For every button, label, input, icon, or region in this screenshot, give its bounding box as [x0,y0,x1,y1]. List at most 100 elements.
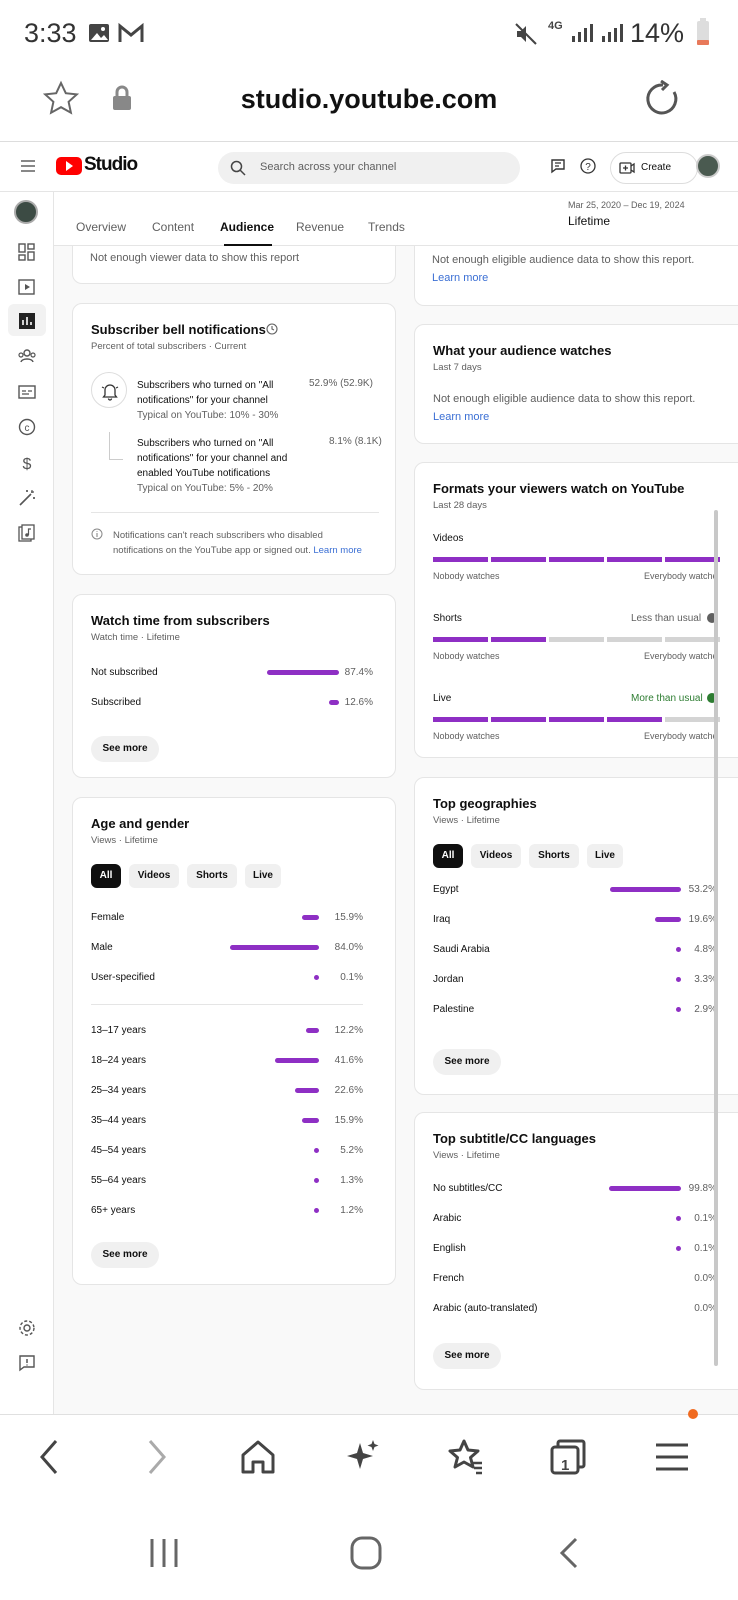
format-segment [549,717,604,722]
bar [610,887,681,892]
menu-icon[interactable] [652,1437,692,1477]
see-more-button[interactable]: See more [433,1049,501,1075]
youtube-logo-icon[interactable] [56,156,82,176]
info-icon [91,528,103,540]
tab-revenue[interactable]: Revenue [296,220,345,234]
notification-dot [688,1409,698,1419]
card-title: Age and gender [91,816,190,831]
bar-dot [676,947,681,952]
studio-logo-text[interactable]: Studio [84,154,138,175]
bell-row1-typical: Typical on YouTube: 10% - 30% [137,410,279,421]
tab-trends[interactable]: Trends [368,220,405,234]
learn-more-link[interactable]: Learn more [432,272,489,284]
row-value: 2.9% [694,1004,717,1015]
format-segment [607,637,662,642]
note-line2: notifications on the YouTube app or sign… [113,545,311,556]
lock-icon[interactable] [110,84,134,112]
bookmark-star-icon[interactable] [42,80,80,118]
copyright-icon[interactable]: c [17,417,37,437]
row-value: 1.2% [340,1205,363,1216]
filter-shorts[interactable]: Shorts [187,864,237,888]
filter-all[interactable]: All [433,844,463,868]
scale-high-label: Everybody watche [644,731,718,741]
reload-icon[interactable] [644,80,682,118]
dashboard-icon[interactable] [17,242,37,262]
format-segment [433,557,488,562]
menu-icon[interactable] [20,158,36,174]
forward-icon[interactable] [136,1437,176,1477]
svg-text:?: ? [585,162,591,173]
bar-dot [676,977,681,982]
scrollbar[interactable] [714,510,718,1366]
tabs-icon[interactable] [548,1437,588,1477]
see-more-button[interactable]: See more [433,1343,501,1369]
active-tab-indicator [224,244,272,246]
home-icon[interactable] [238,1437,278,1477]
trend-indicator-icon [707,693,717,703]
avatar[interactable] [696,154,720,178]
url-text[interactable]: studio.youtube.com [240,84,498,114]
audio-library-icon[interactable] [17,523,37,543]
learn-more-link[interactable]: Learn more [433,411,490,423]
ai-sparkle-icon[interactable] [342,1437,382,1477]
recent-apps-icon[interactable] [144,1533,184,1573]
row-label: Subscribed [91,697,142,708]
bar [295,1088,319,1093]
analytics-icon[interactable] [17,311,37,331]
scale-low-label: Nobody watches [433,731,500,741]
battery-percent: 14% [630,18,685,48]
gmail-icon [118,22,144,42]
create-button[interactable]: Create [610,152,698,184]
search-input[interactable]: Search across your channel [218,152,520,184]
filter-all[interactable]: All [91,864,121,888]
row-value: 1.3% [340,1175,363,1186]
filter-shorts[interactable]: Shorts [529,844,579,868]
date-range-label[interactable]: Lifetime [568,214,611,228]
bar-dot [676,1007,681,1012]
row-label: Jordan [433,974,464,985]
format-label: Videos [433,533,464,544]
help-icon[interactable]: ? [580,158,596,174]
system-home-icon[interactable] [346,1533,386,1573]
tree-connector [109,432,123,460]
row-label: Egypt [433,884,459,895]
content-icon[interactable] [17,277,37,297]
card-title: Top subtitle/CC languages [433,1131,596,1146]
bookmarks-icon[interactable] [446,1437,486,1477]
date-range[interactable]: Mar 25, 2020 – Dec 19, 2024 [568,200,685,210]
see-more-button[interactable]: See more [91,736,159,762]
create-label: Create [641,162,672,173]
format-badge: Less than usual [631,613,702,624]
feedback-icon[interactable] [550,158,566,174]
settings-icon[interactable] [17,1318,37,1338]
filter-live[interactable]: Live [587,844,623,868]
channel-avatar[interactable] [14,200,38,224]
bar [302,915,319,920]
back-icon[interactable] [30,1437,70,1477]
community-icon[interactable] [17,346,37,366]
bar-dot [676,1246,681,1251]
row-label: Saudi Arabia [433,944,490,955]
see-more-button[interactable]: See more [91,1242,159,1268]
format-segment [549,637,604,642]
card-subtitle: Views · Lifetime [433,815,500,826]
format-label: Shorts [433,613,462,624]
tab-overview[interactable]: Overview [76,220,127,234]
earn-icon[interactable]: $ [17,453,37,473]
row-value: 12.2% [334,1025,363,1036]
filter-videos[interactable]: Videos [129,864,179,888]
filter-live[interactable]: Live [245,864,281,888]
customization-icon[interactable] [17,488,37,508]
subtitle-languages-card: Top subtitle/CC languages Views · Lifeti… [414,1112,738,1390]
network-type: 4G [548,20,563,32]
tab-audience[interactable]: Audience [220,220,275,234]
system-back-icon[interactable] [550,1533,590,1573]
send-feedback-icon[interactable] [17,1353,37,1373]
tab-content[interactable]: Content [152,220,195,234]
row-label: 55–64 years [91,1175,147,1186]
subtitles-icon[interactable] [17,382,37,402]
filter-videos[interactable]: Videos [471,844,521,868]
format-segment-bar [433,557,733,562]
svg-text:c: c [25,423,30,434]
learn-more-link[interactable]: Learn more [313,545,362,556]
